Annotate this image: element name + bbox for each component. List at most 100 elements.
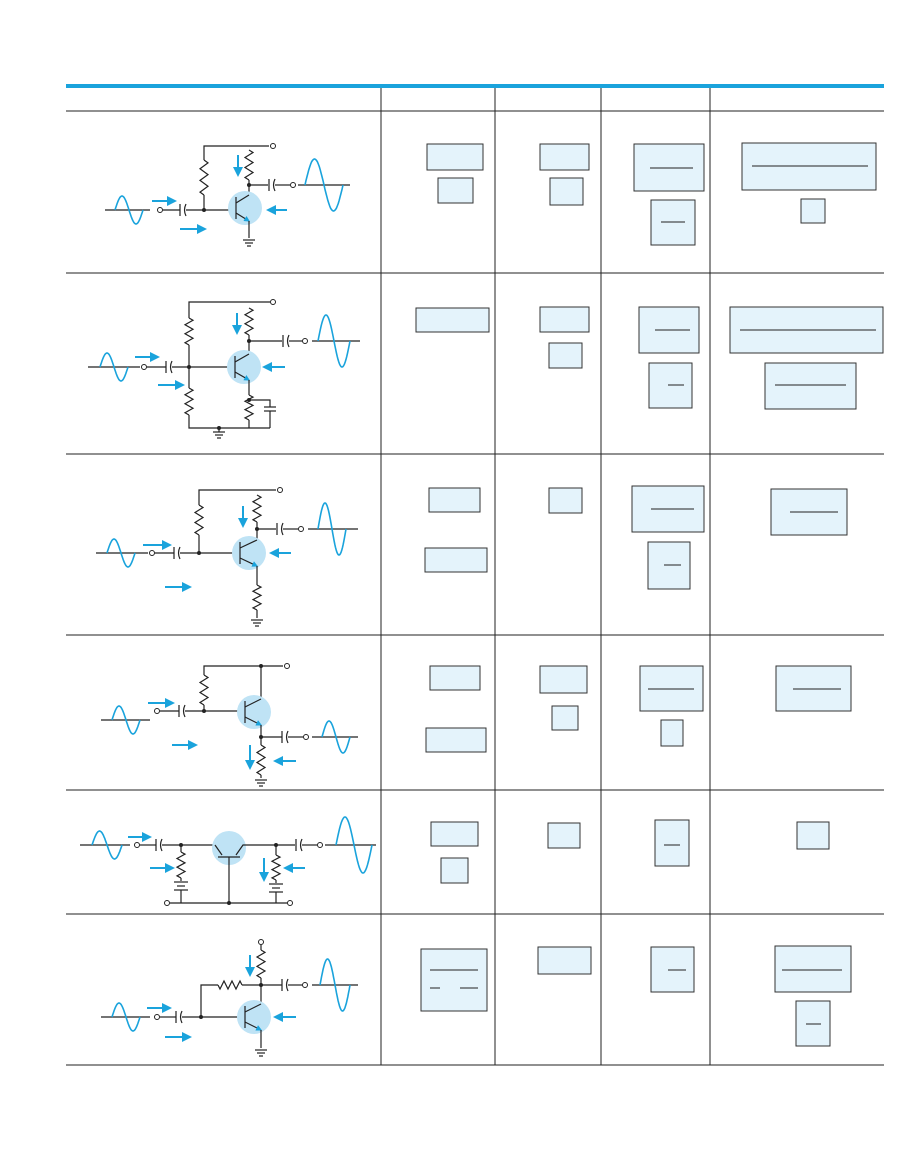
resistor <box>193 504 205 536</box>
wire <box>235 194 250 204</box>
resistor <box>251 584 263 611</box>
transistor-emitter <box>235 212 251 222</box>
terminal <box>303 734 309 740</box>
terminal <box>157 207 163 213</box>
capacitor-plate <box>177 546 181 560</box>
terminal <box>164 900 170 906</box>
header-rule <box>66 84 884 88</box>
terminal <box>134 842 140 848</box>
formula-box <box>425 727 487 753</box>
formula-box <box>415 307 490 333</box>
resistor <box>217 979 243 991</box>
capacitor-plate <box>183 203 187 217</box>
formula-box <box>424 547 488 573</box>
wire <box>198 489 276 505</box>
capacitor-plate <box>169 360 173 374</box>
terminal <box>141 364 147 370</box>
transistor-highlight <box>227 350 261 384</box>
resistor <box>183 317 195 346</box>
sine-wave <box>111 705 141 735</box>
terminal <box>298 526 304 532</box>
terminal <box>290 182 296 188</box>
circuits <box>80 143 376 1057</box>
formula-box <box>420 948 488 1012</box>
formula-box <box>539 143 590 171</box>
formula-box <box>437 177 474 204</box>
transistor-emitter <box>244 716 263 726</box>
formula-boxes <box>415 142 884 1047</box>
resistor <box>255 744 267 776</box>
wire <box>214 844 223 856</box>
capacitor-plate <box>159 838 163 852</box>
formula-box <box>539 665 588 694</box>
wire <box>203 145 269 160</box>
resistor <box>255 949 267 979</box>
formula-box <box>800 198 826 224</box>
sine-wave <box>111 1002 141 1032</box>
transistor-emitter <box>239 557 259 567</box>
formula-box <box>537 946 592 975</box>
resistor <box>175 851 187 879</box>
terminal <box>302 338 308 344</box>
sine-wave <box>304 158 344 212</box>
wire <box>188 301 270 318</box>
capacitor-plate <box>285 978 289 992</box>
formula-box <box>429 665 481 691</box>
formula-box <box>549 177 584 206</box>
wire <box>234 353 250 363</box>
wire <box>200 984 218 1017</box>
sine-wave <box>319 958 351 1012</box>
terminal <box>154 1014 160 1020</box>
terminal <box>317 842 323 848</box>
capacitor-plate <box>272 178 276 192</box>
wire <box>239 539 258 549</box>
table-grid <box>66 88 884 1066</box>
resistor <box>270 854 282 881</box>
transistor-emitter <box>244 1021 263 1031</box>
resistor <box>243 149 255 181</box>
sine-wave <box>321 720 351 754</box>
sine-wave <box>317 502 347 556</box>
formula-box <box>764 362 857 410</box>
terminal <box>149 550 155 556</box>
sine-wave <box>99 352 129 382</box>
resistor <box>198 674 210 706</box>
capacitor-plate <box>280 522 284 536</box>
junction <box>259 664 263 668</box>
formula-box <box>548 487 583 514</box>
wire <box>244 1003 262 1013</box>
formula-box <box>430 821 479 847</box>
wire <box>249 399 271 407</box>
formula-box <box>440 857 469 884</box>
wire <box>188 415 270 429</box>
capacitor-plate <box>285 730 289 744</box>
terminal <box>302 982 308 988</box>
resistor <box>183 387 195 416</box>
formula-box <box>654 819 690 867</box>
sine-wave <box>317 314 351 368</box>
terminal <box>277 487 283 493</box>
terminal <box>154 708 160 714</box>
formula-box <box>660 719 684 747</box>
formula-box <box>774 945 852 993</box>
capacitor-plate <box>286 334 290 348</box>
transistor-highlight <box>237 1000 271 1034</box>
formula-box <box>426 143 484 171</box>
wire <box>244 698 262 708</box>
resistor <box>251 494 263 523</box>
resistor <box>198 159 210 196</box>
terminal <box>287 900 293 906</box>
terminal <box>258 939 264 945</box>
formula-box <box>551 705 579 731</box>
wire <box>203 665 283 675</box>
sine-wave <box>91 830 123 860</box>
transistor-emitter <box>234 371 251 381</box>
sine-wave <box>106 538 136 568</box>
capacitor-plate <box>299 838 303 852</box>
terminal <box>284 663 290 669</box>
formula-box <box>796 821 830 850</box>
transistor-highlight <box>237 695 271 729</box>
formula-box <box>547 822 581 849</box>
